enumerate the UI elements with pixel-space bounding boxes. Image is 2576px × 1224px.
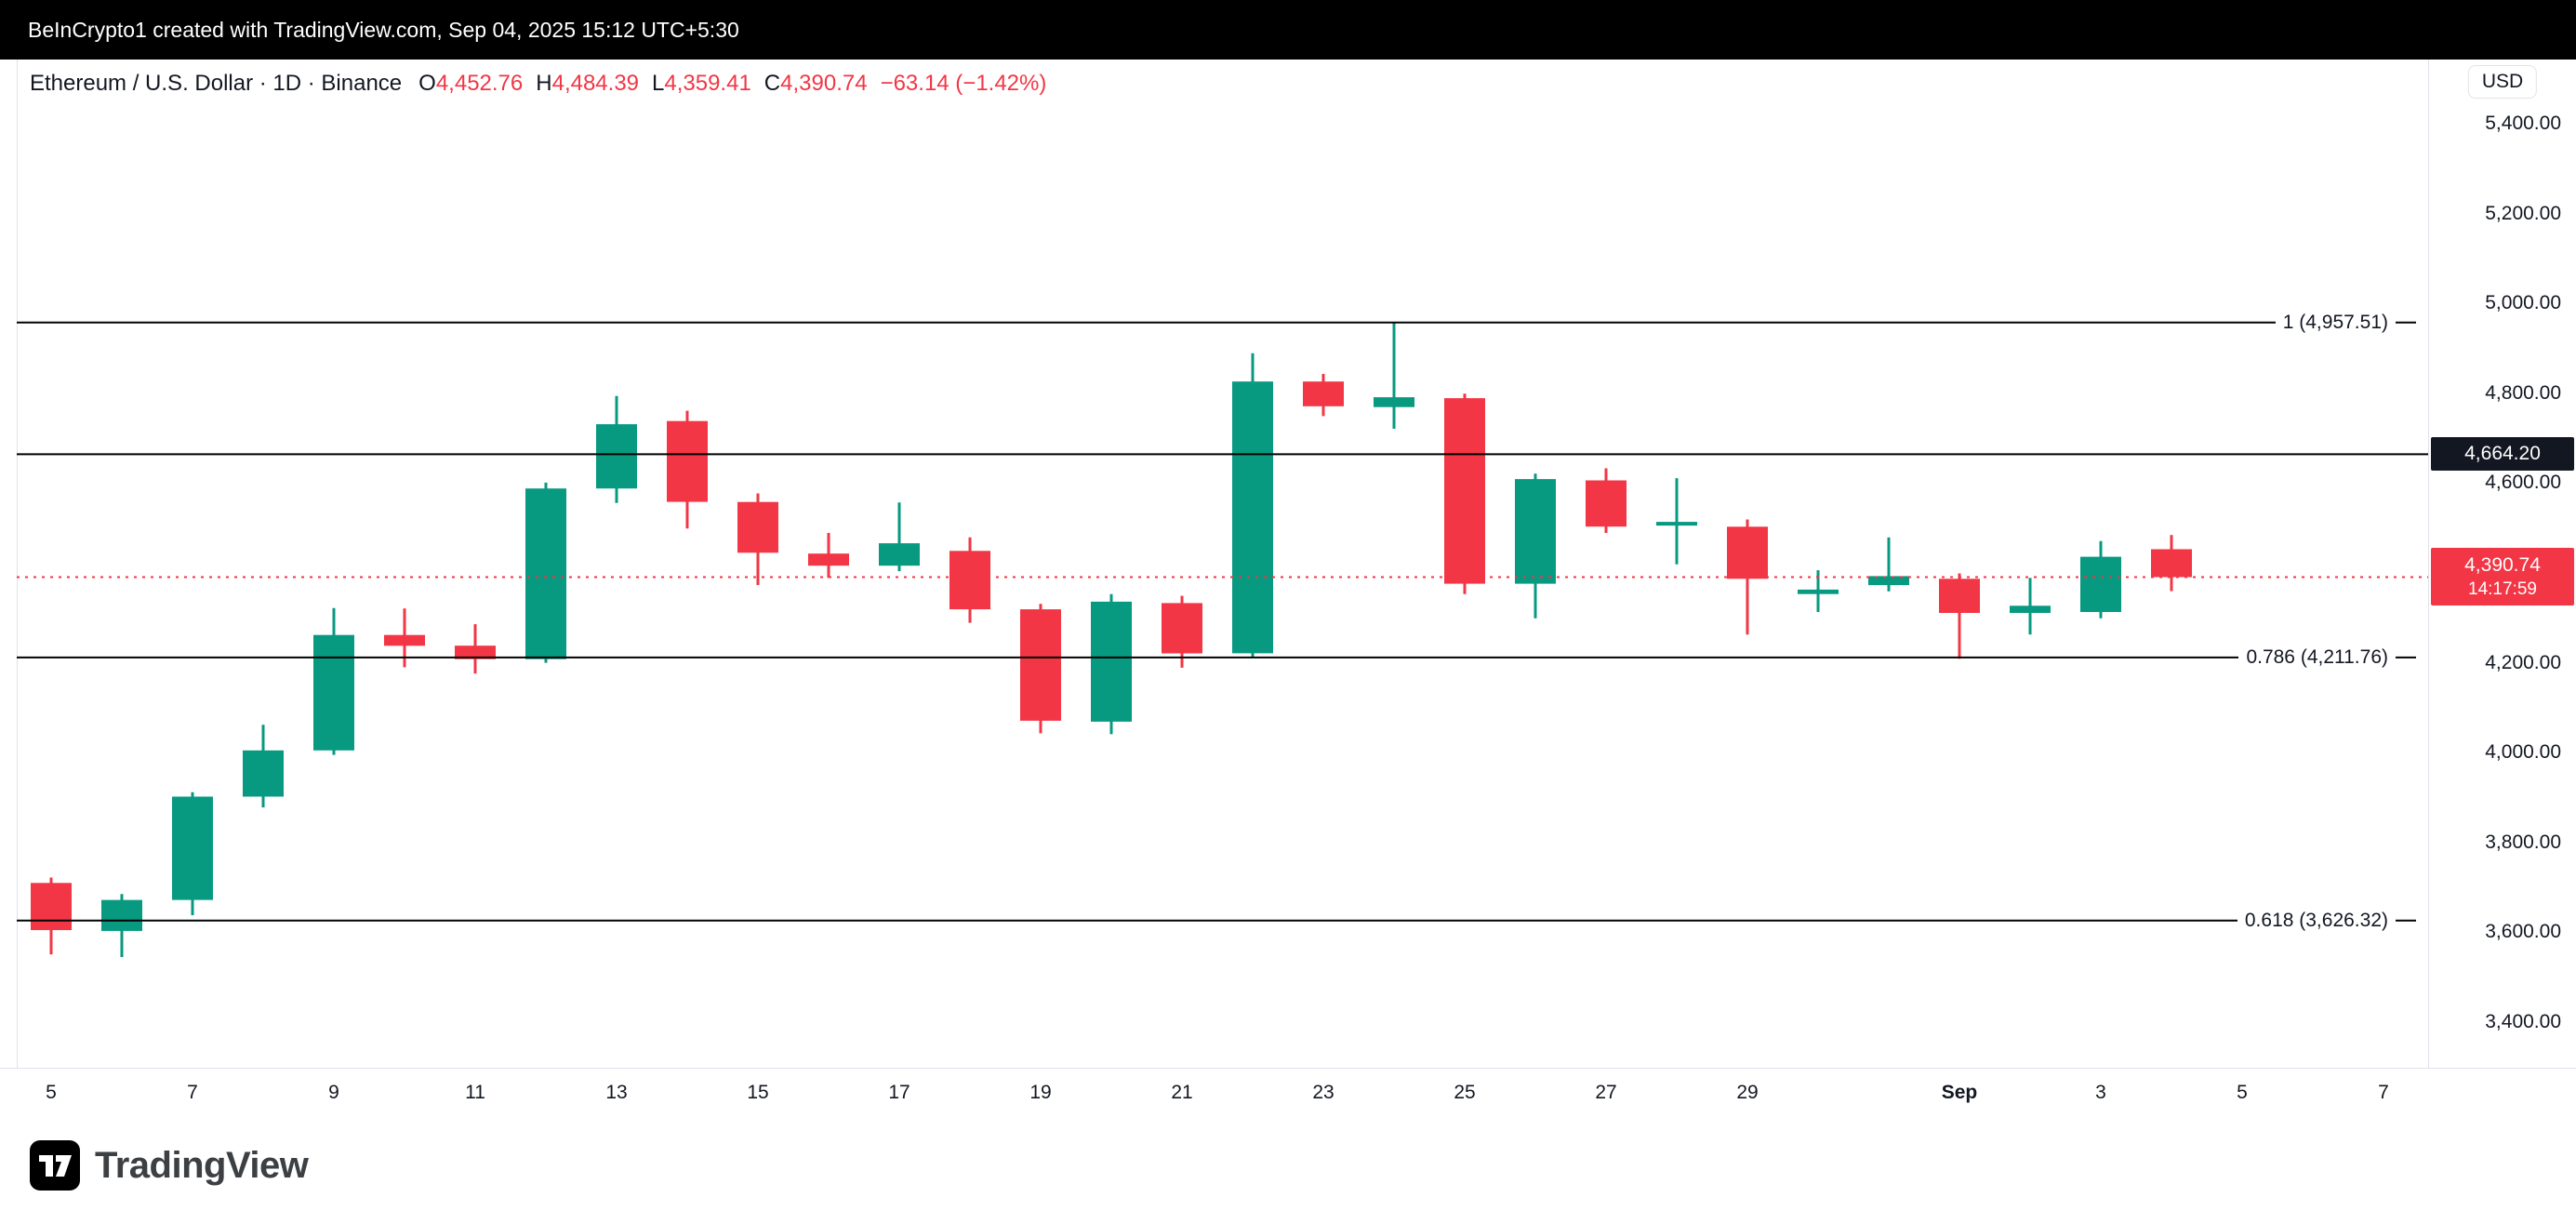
price-tick-label: 5,000.00 — [2485, 292, 2561, 314]
time-tick-label: 11 — [465, 1082, 485, 1103]
price-tick-label: 5,200.00 — [2485, 202, 2561, 224]
attribution-bar: BeInCrypto1 created with TradingView.com… — [0, 0, 2576, 60]
price-tick-label: 4,600.00 — [2485, 472, 2561, 494]
price-tick-label: 4,200.00 — [2485, 651, 2561, 673]
time-tick-label: 19 — [1029, 1082, 1052, 1103]
fib-level-label: 0.786 (4,211.76) — [2238, 643, 2396, 672]
time-tick-label: 5 — [2237, 1082, 2248, 1103]
price-axis[interactable]: USD 5,400.00 5,200.00 5,000.00 4,800.00 4,60… — [2428, 60, 2576, 1068]
tradingview-logo[interactable]: TradingView — [30, 1140, 309, 1191]
time-tick-label: 29 — [1736, 1082, 1759, 1103]
chart-legend: Ethereum / U.S. Dollar · 1D · Binance O4,… — [30, 71, 1046, 97]
last-price-badge: 4,390.74 14:17:59 — [2431, 548, 2574, 606]
price-change: −63.14 (−1.42%) — [880, 71, 1047, 96]
time-tick-label: Sep — [1941, 1082, 1978, 1103]
time-tick-label: 5 — [46, 1082, 57, 1103]
time-tick-label: 3 — [2095, 1082, 2106, 1103]
price-tick-label: 3,600.00 — [2485, 921, 2561, 943]
last-price-value: 4,390.74 — [2464, 554, 2541, 577]
price-tick-label: 4,000.00 — [2485, 741, 2561, 764]
ohlc-high: H4,484.39 — [536, 71, 640, 96]
time-tick-label: 7 — [2378, 1082, 2389, 1103]
time-tick-label: 13 — [605, 1082, 628, 1103]
ohlc-close: C4,390.74 — [764, 71, 868, 96]
marked-price-value: 4,664.20 — [2464, 443, 2541, 465]
ohlc-low: L4,359.41 — [652, 71, 751, 96]
symbol-title: Ethereum / U.S. Dollar · 1D · Binance — [30, 71, 403, 96]
candlestick-chart[interactable] — [0, 60, 2428, 1068]
price-tick-label: 5,400.00 — [2485, 113, 2561, 134]
tradingview-logo-icon — [30, 1140, 80, 1191]
currency-usd-button[interactable]: USD — [2467, 65, 2538, 99]
time-tick-label: 7 — [187, 1082, 198, 1103]
time-tick-label: 15 — [747, 1082, 769, 1103]
time-tick-label: 25 — [1454, 1082, 1476, 1103]
time-tick-label: 17 — [888, 1082, 910, 1103]
fib-level-label: 1 (4,957.51) — [2275, 308, 2396, 337]
marked-price-badge: 4,664.20 — [2431, 437, 2574, 472]
footer: TradingView — [30, 1140, 309, 1191]
price-tick-label: 3,400.00 — [2485, 1011, 2561, 1032]
time-tick-label: 9 — [328, 1082, 339, 1103]
time-tick-label: 27 — [1595, 1082, 1617, 1103]
ohlc-open: O4,452.76 — [418, 71, 524, 96]
fib-level-label: 0.618 (3,626.32) — [2237, 906, 2396, 935]
price-tick-label: 3,800.00 — [2485, 831, 2561, 853]
pane-left-border — [17, 60, 18, 1068]
attribution-text: BeInCrypto1 created with TradingView.com… — [28, 17, 739, 42]
tradingview-wordmark: TradingView — [95, 1144, 309, 1186]
chart-pane[interactable]: 1 (4,957.51) 0.786 (4,211.76) 0.618 (3,626… — [0, 60, 2428, 1068]
time-axis[interactable]: 5 7 9 11 13 15 17 19 21 23 25 27 29 Sep 3 5 7 — [0, 1068, 2576, 1122]
price-tick-label: 4,800.00 — [2485, 381, 2561, 404]
time-tick-label: 23 — [1312, 1082, 1334, 1103]
bar-countdown: 14:17:59 — [2468, 579, 2537, 600]
time-tick-label: 21 — [1171, 1082, 1193, 1103]
